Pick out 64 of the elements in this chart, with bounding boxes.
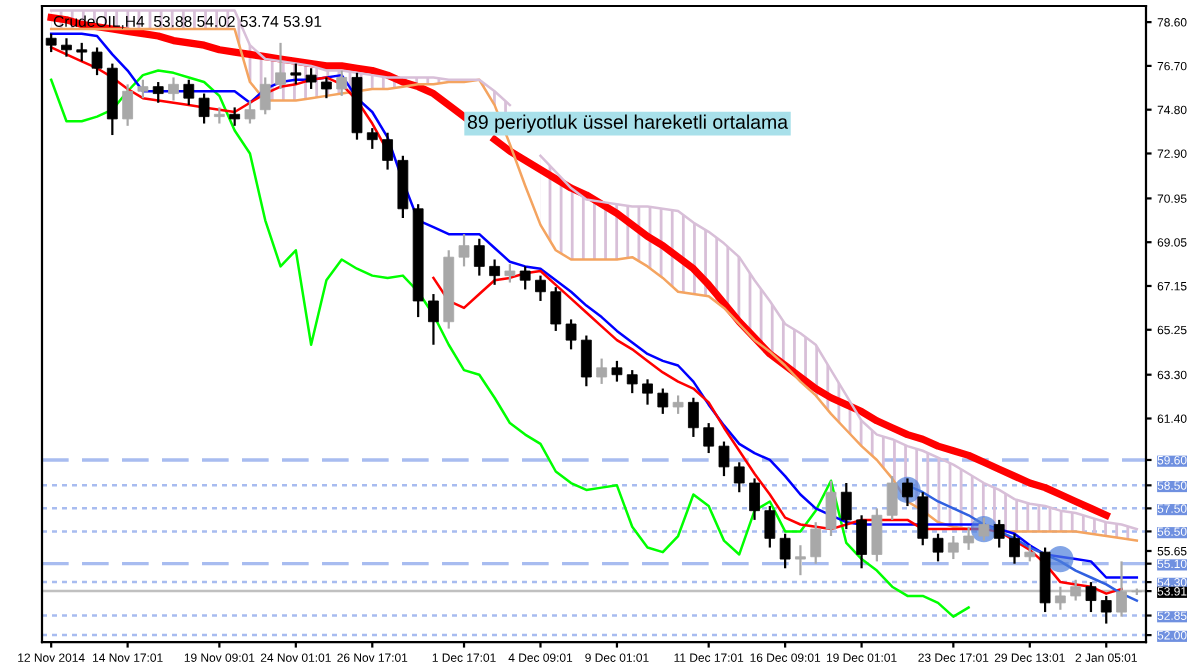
candlestick xyxy=(336,69,348,97)
candlestick xyxy=(963,525,975,551)
candlestick xyxy=(290,62,302,86)
candlestick xyxy=(779,532,791,570)
candlestick xyxy=(871,507,883,563)
candlestick xyxy=(733,461,745,494)
candlestick xyxy=(473,237,485,277)
candlestick xyxy=(244,99,256,125)
candlestick xyxy=(321,76,332,100)
candlestick xyxy=(902,477,913,508)
candlestick xyxy=(137,78,149,100)
candlestick xyxy=(259,76,271,116)
candlestick xyxy=(886,474,898,521)
candlestick xyxy=(76,41,88,63)
candlestick xyxy=(519,265,531,291)
candlestick xyxy=(718,440,730,478)
candlestick xyxy=(810,521,822,565)
candlestick xyxy=(978,516,990,542)
candlestick xyxy=(366,127,378,150)
candlestick xyxy=(504,262,516,284)
candlestick xyxy=(1054,585,1066,611)
candlestick xyxy=(764,504,776,549)
candlestick xyxy=(672,394,684,415)
candlestick xyxy=(458,233,470,268)
candlestick xyxy=(550,286,562,333)
line-series xyxy=(49,69,970,618)
candlestick xyxy=(795,544,806,577)
candlestick xyxy=(198,92,210,125)
candlestick xyxy=(183,78,195,107)
candlestick xyxy=(688,396,699,439)
candlestick xyxy=(565,318,577,351)
candlestick xyxy=(229,106,241,127)
candlestick xyxy=(611,359,623,383)
candlestick xyxy=(932,532,944,563)
candlestick xyxy=(1100,594,1112,625)
candlestick xyxy=(489,258,500,286)
candlestick xyxy=(1116,560,1127,618)
candlestick xyxy=(61,37,72,58)
candlestick xyxy=(91,46,103,77)
candlestick xyxy=(596,357,608,386)
candlestick xyxy=(917,491,929,547)
candlestick xyxy=(657,387,669,415)
candlestick xyxy=(1085,581,1097,614)
candlestick xyxy=(1070,578,1082,602)
candlestick xyxy=(152,80,164,104)
candlestick xyxy=(749,477,760,521)
candlestick xyxy=(993,518,1005,549)
candlestick xyxy=(856,514,867,570)
candlestick xyxy=(1009,532,1020,565)
candlestick xyxy=(168,76,179,102)
candlestick xyxy=(825,479,837,538)
candlestick xyxy=(642,378,653,406)
candlestick xyxy=(122,83,134,127)
candlestick xyxy=(535,274,546,303)
candlestick xyxy=(840,481,852,531)
candlestick xyxy=(428,292,439,346)
candlestick xyxy=(703,421,715,455)
candlestick xyxy=(275,41,286,91)
candlestick xyxy=(305,67,317,91)
candlestick xyxy=(580,334,592,388)
annotation: 89 periyotluk üssel hareketli ortalama xyxy=(467,114,789,133)
candlestick xyxy=(382,131,393,171)
candlestick xyxy=(626,368,638,395)
candlestick xyxy=(947,534,959,561)
